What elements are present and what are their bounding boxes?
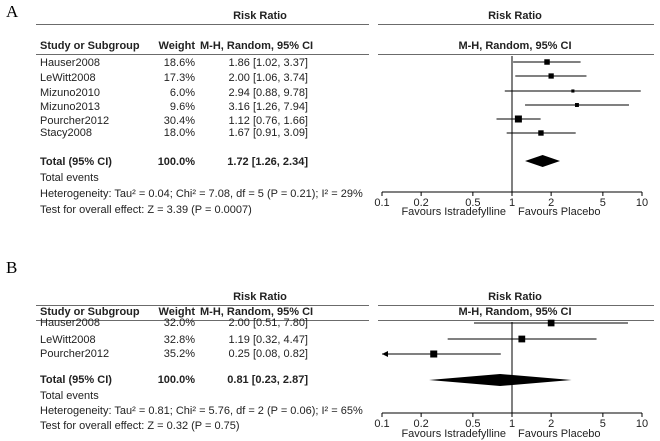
ci-column-group-header: Risk Ratio [233,291,287,303]
x-tick-label: 2 [548,418,554,430]
total-label: Total (95% CI) [40,374,112,386]
favours-right-label: Favours Placebo [518,428,601,440]
overall-effect-text: Test for overall effect: Z = 3.39 (P = 0… [40,204,252,216]
heterogeneity-text: Heterogeneity: Tau² = 0.04; Chi² = 7.08,… [40,188,363,200]
forest-plot-area: 0.1 0.2 0.5 1 2 5 10 Favours Istradefylline Favo… [374,319,648,440]
total-weight: 100.0% [157,156,195,168]
point-estimate-square [514,115,522,123]
total-ci: 0.81 [0.23, 2.87] [227,374,308,386]
study-name: LeWitt2008 [40,334,96,346]
x-tick-label: 5 [600,418,606,430]
x-tick-label: 10 [636,418,648,430]
forest-plot-panel-a: A Risk Ratio Risk Ratio Study or Subgrou… [6,2,654,218]
study-ci: 2.00 [0.51, 7.80] [228,317,308,329]
study-ci: 3.16 [1.26, 7.94] [228,101,308,113]
study-name: Pourcher2012 [40,115,110,127]
x-tick-label: 1 [509,418,515,430]
study-weight: 30.4% [163,115,195,127]
study-ci: 1.86 [1.02, 3.37] [228,57,308,69]
point-estimate-square [430,350,438,358]
plot-method-header: M-H, Random, 95% CI [458,40,572,52]
study-weight: 9.6% [169,101,195,113]
study-ci: 1.12 [0.76, 1.66] [228,115,308,127]
header-top-rule [36,305,369,306]
study-ci: 2.00 [1.06, 3.74] [228,72,308,84]
forest-plot-panel-b: B Risk Ratio Risk Ratio Study or Subgrou… [0,256,660,441]
point-estimate-square [548,73,554,79]
favours-left-label: Favours Istradefylline [401,428,506,440]
plot-header-top-rule [378,24,654,25]
study-ci: 2.94 [0.88, 9.78] [228,87,308,99]
weight-column-header: Weight [158,306,195,318]
study-weight: 6.0% [169,87,195,99]
total-events-label: Total events [40,390,99,402]
point-estimate-square [571,89,575,93]
study-weight: 17.3% [163,72,195,84]
plot-header-bottom-rule [378,54,654,55]
x-tick-label: 10 [636,197,648,209]
heterogeneity-text: Heterogeneity: Tau² = 0.81; Chi² = 5.76,… [40,405,363,417]
study-name: LeWitt2008 [40,72,96,84]
study-name: Hauser2008 [40,317,100,329]
point-estimate-square [544,59,550,65]
ci-arrow-left [382,351,388,357]
favours-right-label: Favours Placebo [518,206,601,218]
plot-group-header: Risk Ratio [488,291,542,303]
x-tick-label: 2 [548,197,554,209]
study-weight: 18.0% [163,127,195,139]
study-column-header: Study or Subgroup [40,40,140,52]
forest-plot-area: 0.1 0.2 0.5 1 2 5 10 Favours Istradefylline Favo… [374,56,648,218]
study-ci: 1.19 [0.32, 4.47] [228,334,308,346]
study-ci: 0.25 [0.08, 0.82] [228,348,308,360]
study-name: Pourcher2012 [40,348,110,360]
point-estimate-square [518,335,526,343]
study-name: Hauser2008 [40,57,100,69]
ci-column-header: M-H, Random, 95% CI [200,306,314,318]
overall-effect-text: Test for overall effect: Z = 0.32 (P = 0… [40,420,240,432]
study-ci: 1.67 [0.91, 3.09] [228,127,308,139]
study-weight: 32.0% [163,317,195,329]
study-column-header: Study or Subgroup [40,306,140,318]
point-estimate-square [574,103,579,107]
study-name: Mizuno2010 [40,87,100,99]
x-tick-label: 0.2 [413,418,428,430]
study-name: Stacy2008 [40,127,92,139]
x-tick-label: 0.5 [465,197,480,209]
point-estimate-square [547,319,555,327]
point-estimate-square [538,130,544,136]
study-weight: 32.8% [163,334,195,346]
x-tick-label: 5 [600,197,606,209]
study-name: Mizuno2013 [40,101,100,113]
study-weight: 18.6% [163,57,195,69]
plot-method-header: M-H, Random, 95% CI [458,306,572,318]
weight-column-header: Weight [158,40,195,52]
plot-header-bottom-rule [378,320,654,321]
total-ci: 1.72 [1.26, 2.34] [227,156,308,168]
ci-column-header: M-H, Random, 95% CI [200,40,314,52]
header-bottom-rule [36,320,369,321]
ci-column-group-header: Risk Ratio [233,10,287,22]
x-tick-label: 0.2 [413,197,428,209]
x-tick-label: 0.1 [374,197,389,209]
pooled-estimate-diamond [525,155,560,167]
x-tick-label: 0.1 [374,418,389,430]
total-label: Total (95% CI) [40,156,112,168]
pooled-estimate-diamond [429,374,572,386]
plot-header-top-rule [378,305,654,306]
total-weight: 100.0% [157,374,195,386]
panel-label: B [6,258,18,277]
total-events-label: Total events [40,172,99,184]
panel-label: A [6,2,19,21]
header-bottom-rule [36,54,369,55]
header-top-rule [36,24,369,25]
plot-group-header: Risk Ratio [488,10,542,22]
x-tick-label: 1 [509,197,515,209]
favours-left-label: Favours Istradefylline [401,206,506,218]
x-tick-label: 0.5 [465,418,480,430]
study-weight: 35.2% [163,348,195,360]
